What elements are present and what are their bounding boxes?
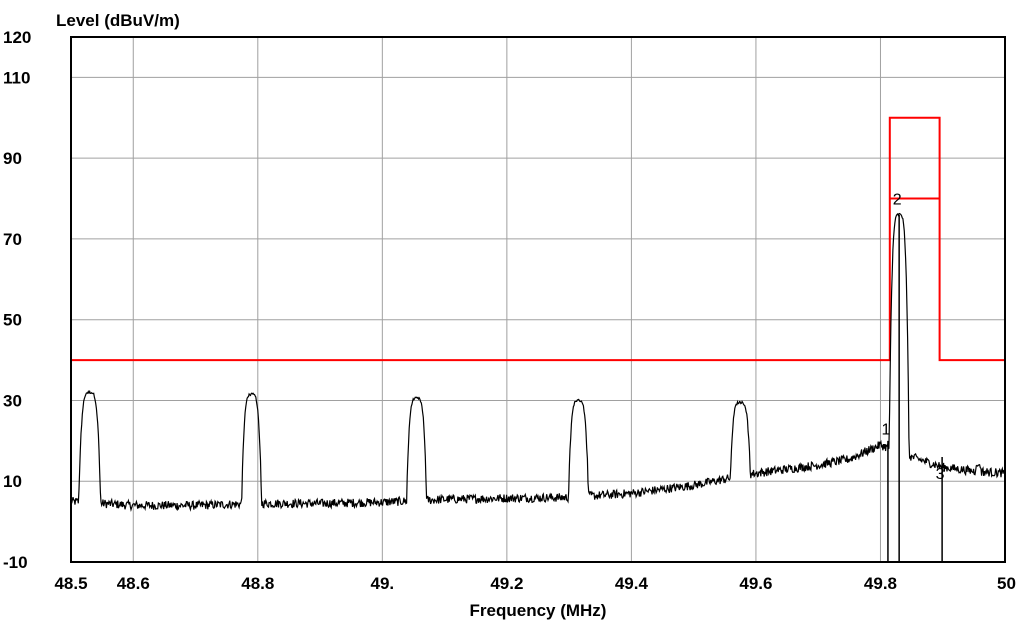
x-tick-label: 49.: [371, 574, 395, 593]
plot-area: 1 2 3: [70, 116, 1006, 562]
x-tick-label: 48.5: [54, 574, 87, 593]
x-tick-label: 49.2: [490, 574, 523, 593]
y-axis-title: Level (dBuV/m): [56, 11, 180, 30]
y-tick-label: 30: [3, 391, 22, 410]
y-tick-label: 50: [3, 311, 22, 330]
x-axis-title: Frequency (MHz): [470, 601, 607, 620]
y-tick-label: 120: [3, 28, 31, 47]
y-axis-ticks: 120 110 90 70 50 30 10 -10: [3, 28, 31, 572]
x-tick-label: 48.6: [117, 574, 150, 593]
limit-line: [71, 116, 1005, 362]
x-tick-label: 49.8: [864, 574, 897, 593]
marker-3-label: 3: [936, 466, 945, 483]
y-tick-label: 110: [3, 68, 30, 87]
marker-1-label: 1: [881, 422, 890, 439]
x-tick-label: 49.4: [615, 574, 649, 593]
y-tick-label: 90: [3, 149, 22, 168]
x-axis-ticks: 48.5 48.6 48.8 49. 49.2 49.4 49.6 49.8 50: [54, 574, 1015, 593]
y-tick-label: -10: [3, 553, 28, 572]
x-tick-label: 50: [997, 574, 1016, 593]
plot-frame: [70, 36, 1006, 563]
x-tick-label: 48.8: [241, 574, 274, 593]
grid-lines: [71, 37, 1005, 562]
y-tick-label: 10: [3, 472, 22, 491]
x-tick-label: 49.6: [739, 574, 772, 593]
spectrum-trace: [70, 212, 1006, 513]
marker-2-label: 2: [893, 192, 902, 209]
y-tick-label: 70: [3, 230, 22, 249]
